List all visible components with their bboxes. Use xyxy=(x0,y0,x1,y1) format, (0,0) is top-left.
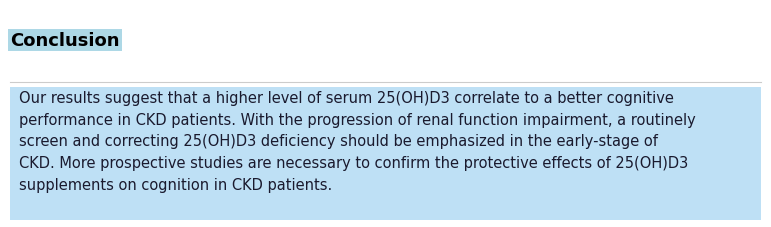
Text: Conclusion: Conclusion xyxy=(10,32,120,50)
Text: Our results suggest that a higher level of serum 25(OH)D3 correlate to a better : Our results suggest that a higher level … xyxy=(19,91,695,192)
FancyBboxPatch shape xyxy=(10,87,761,220)
